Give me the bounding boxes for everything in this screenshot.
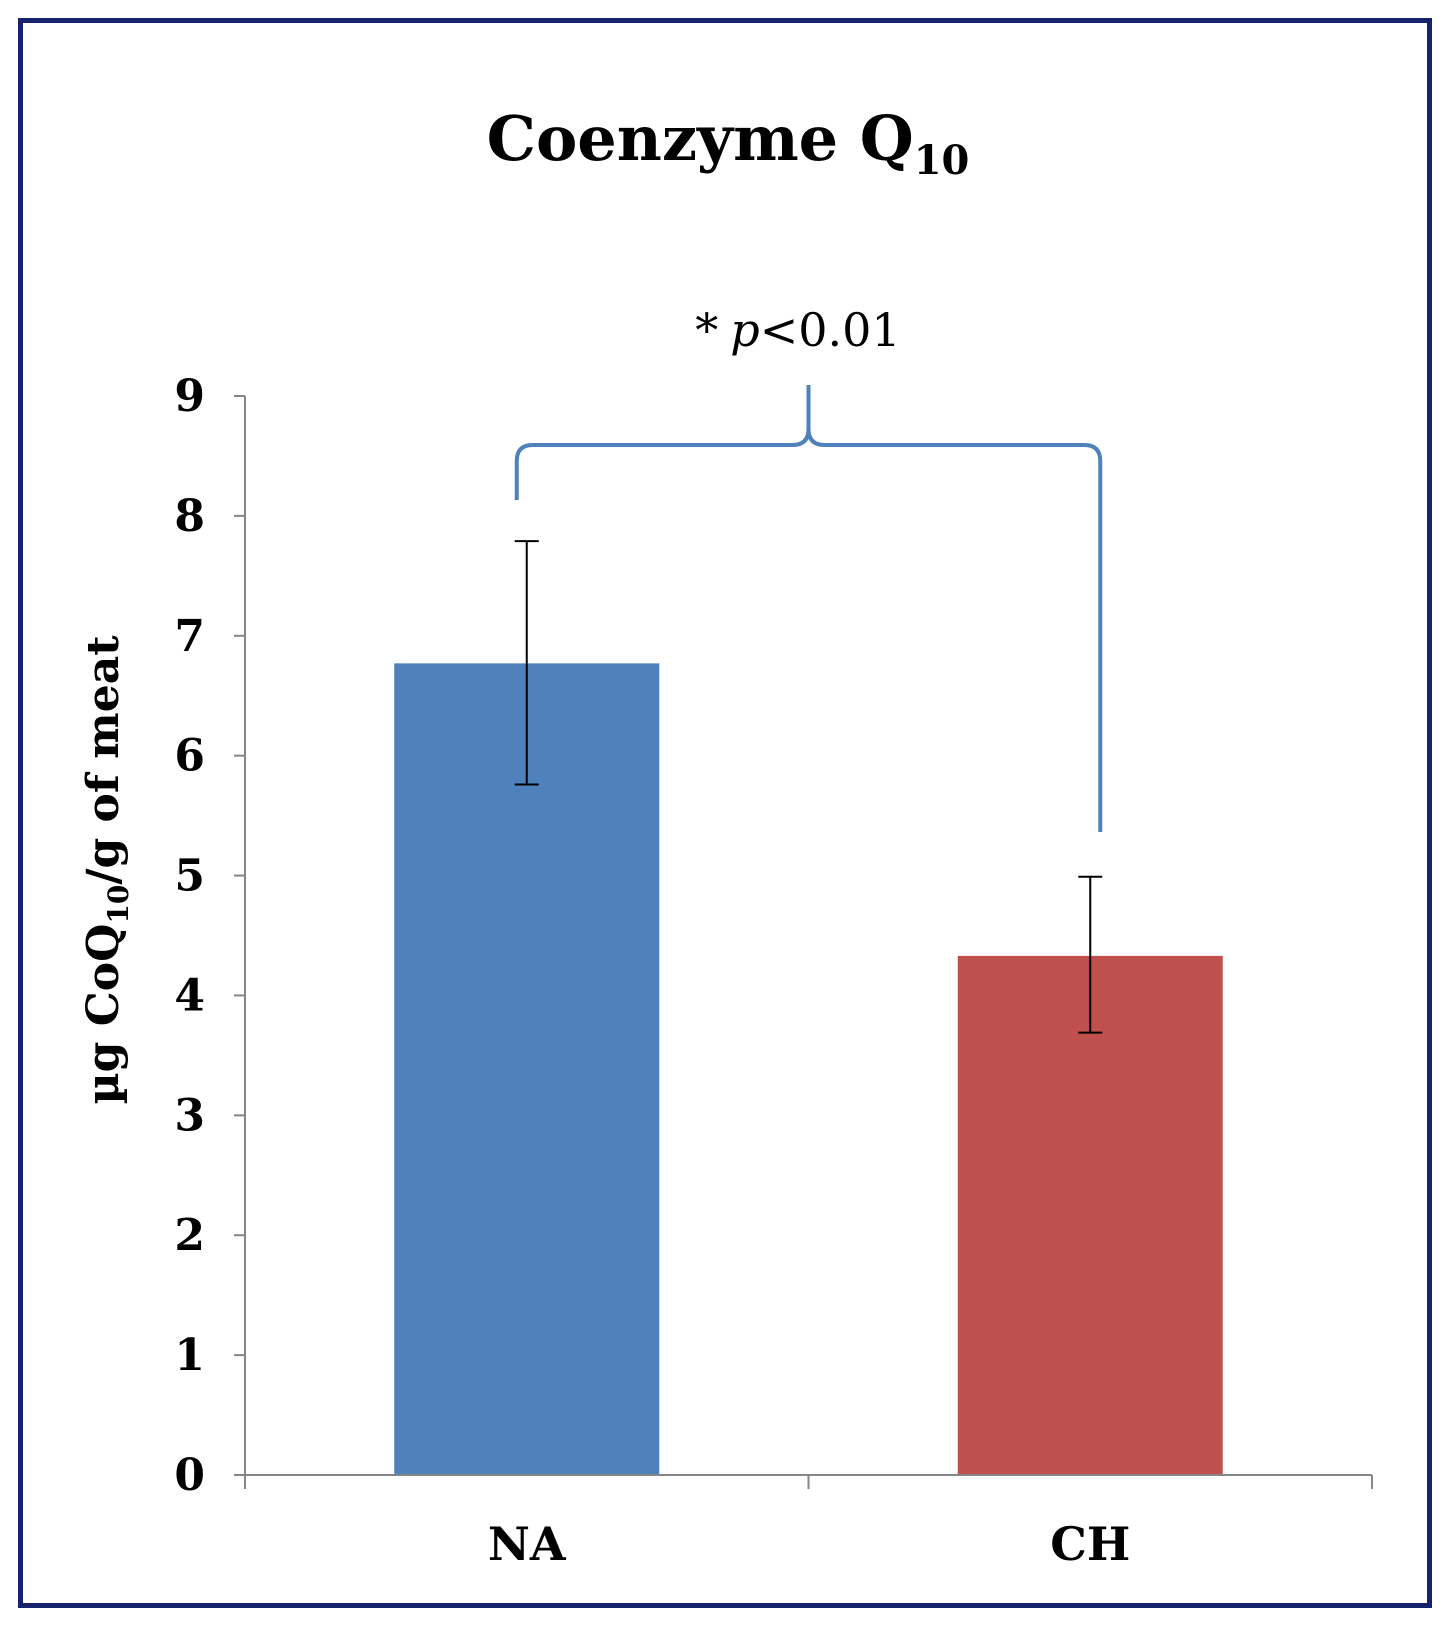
y-tick-label: 1	[174, 1330, 205, 1381]
y-tick-label: 4	[174, 970, 205, 1021]
y-axis-label-subscript: 10	[102, 885, 135, 924]
bars-layer	[394, 540, 1223, 1475]
bar-na	[394, 663, 660, 1475]
p-value: <0.01	[760, 303, 901, 357]
y-tick-label: 3	[174, 1090, 205, 1141]
y-tick-label: 5	[174, 851, 205, 902]
x-tick-label-ch: CH	[1050, 1517, 1130, 1571]
y-tick-label: 6	[174, 731, 205, 782]
chart-title: Coenzyme Q10	[487, 102, 970, 184]
y-axis-label-prefix: µg CoQ	[78, 924, 129, 1105]
y-tick-label: 2	[174, 1210, 205, 1261]
y-tick-label: 0	[174, 1450, 205, 1501]
chart-title-main: Coenzyme Q	[487, 102, 914, 175]
x-tick-label-na: NA	[488, 1517, 567, 1571]
significance-label: * p<0.01	[695, 303, 900, 357]
y-axis-label: µg CoQ10/g of meat	[78, 635, 135, 1105]
y-tick-label: 9	[174, 371, 205, 422]
significance-star: *	[695, 303, 718, 357]
y-tick-label: 7	[174, 611, 205, 662]
chart-title-subscript: 10	[914, 137, 970, 184]
error-bar-ch	[1078, 875, 1103, 1034]
bar-ch	[957, 955, 1223, 1475]
p-symbol: p	[730, 303, 759, 357]
axes-layer: 0 1 2 3 4 5 6 7 8 9 NA CH	[174, 371, 1373, 1571]
significance-bracket	[514, 385, 1103, 832]
significance-annotation: * p<0.01	[514, 303, 1103, 832]
y-tick-label: 8	[174, 491, 205, 542]
y-axis-label-suffix: /g of meat	[78, 635, 129, 885]
error-bar-na	[514, 540, 539, 786]
